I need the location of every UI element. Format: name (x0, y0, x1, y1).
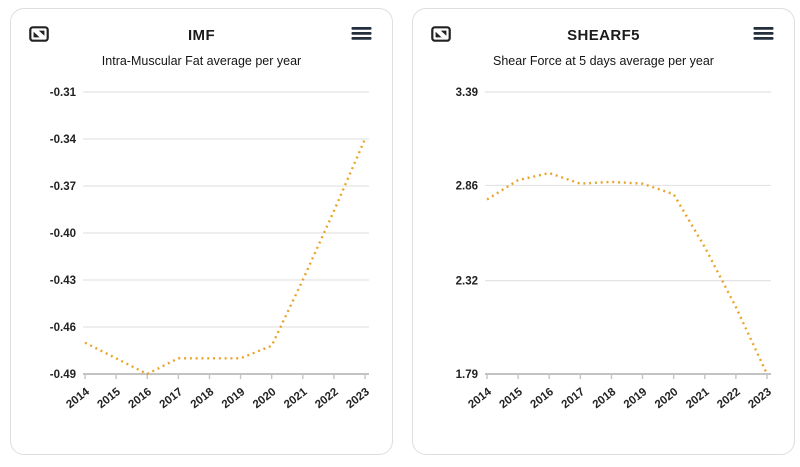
svg-text:2016: 2016 (529, 386, 557, 411)
svg-text:-0.43: -0.43 (50, 275, 76, 287)
imf-chart: -0.31 -0.34 -0.37 -0.40 -0.43 -0.46 -0.49 2014 2… (29, 74, 374, 444)
svg-text:2.86: 2.86 (456, 180, 478, 192)
svg-text:2020: 2020 (251, 386, 279, 411)
chart-svg: 3.39 2.86 2.32 1.79 2014 2015 2016 2017 2018 2019… (456, 87, 774, 412)
card-title: IMF (187, 26, 216, 44)
svg-text:2015: 2015 (95, 386, 123, 412)
svg-text:2018: 2018 (189, 386, 217, 412)
svg-text:2023: 2023 (344, 386, 372, 411)
svg-text:2017: 2017 (158, 386, 186, 411)
svg-text:-0.37: -0.37 (50, 181, 76, 193)
svg-text:-0.49: -0.49 (50, 369, 76, 381)
svg-text:-0.40: -0.40 (50, 228, 76, 240)
menu-icon (753, 26, 774, 44)
svg-text:2016: 2016 (127, 386, 155, 411)
svg-text:2023: 2023 (746, 386, 774, 411)
svg-text:2021: 2021 (684, 386, 712, 412)
imf-card-header: IMF (29, 25, 374, 45)
svg-text:2.32: 2.32 (456, 276, 478, 288)
svg-text:2022: 2022 (313, 386, 341, 411)
svg-text:3.39: 3.39 (456, 87, 478, 99)
shearf5-chart: 3.39 2.86 2.32 1.79 2014 2015 2016 2017 2018 2019… (431, 74, 776, 444)
svg-text:2019: 2019 (622, 386, 650, 411)
svg-text:2014: 2014 (64, 386, 92, 412)
svg-text:2014: 2014 (466, 386, 494, 412)
menu-button[interactable] (748, 25, 774, 45)
svg-text:2022: 2022 (715, 386, 743, 411)
svg-text:1.79: 1.79 (456, 369, 478, 381)
expand-icon (431, 25, 451, 45)
svg-text:-0.46: -0.46 (50, 322, 76, 334)
chart-subtitle: Shear Force at 5 days average per year (493, 54, 714, 68)
menu-icon (351, 26, 372, 44)
svg-text:2019: 2019 (220, 386, 248, 411)
expand-icon (29, 25, 49, 45)
card-title: SHEARF5 (567, 26, 640, 44)
svg-text:2021: 2021 (282, 386, 310, 412)
svg-text:2017: 2017 (560, 386, 588, 411)
shearf5-card: SHEARF5 Shear Force at 5 days average pe… (412, 8, 795, 455)
svg-text:2015: 2015 (497, 386, 525, 412)
svg-text:2020: 2020 (653, 386, 681, 411)
menu-button[interactable] (346, 25, 372, 45)
imf-card: IMF Intra-Muscular Fat average per year … (10, 8, 393, 455)
svg-text:-0.31: -0.31 (50, 87, 77, 99)
svg-text:2018: 2018 (591, 386, 619, 412)
expand-button[interactable] (431, 25, 457, 45)
svg-text:-0.34: -0.34 (50, 134, 77, 146)
chart-subtitle: Intra-Muscular Fat average per year (101, 54, 302, 68)
expand-button[interactable] (29, 25, 55, 45)
shearf5-card-header: SHEARF5 (431, 25, 776, 45)
